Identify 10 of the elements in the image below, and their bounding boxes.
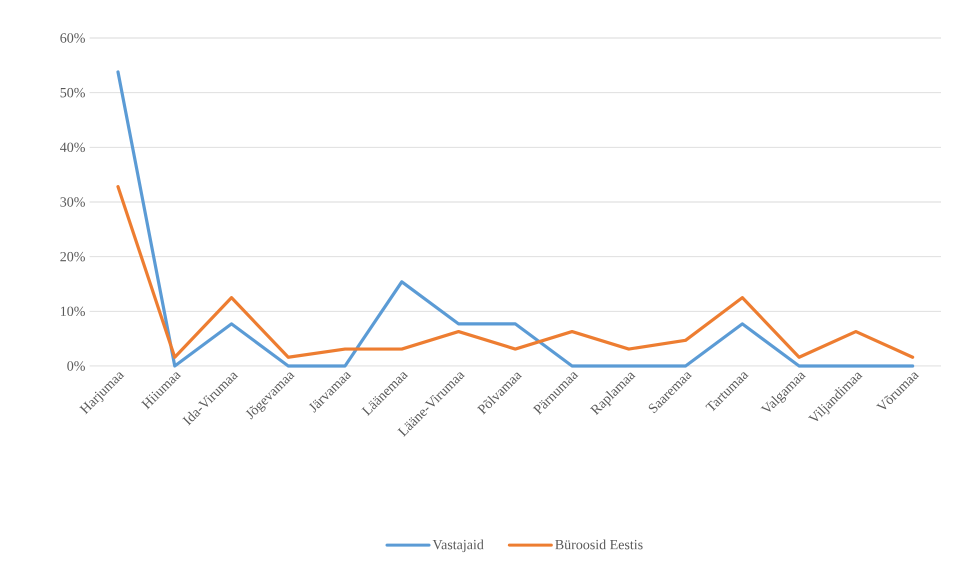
y-tick-label: 10% xyxy=(60,306,85,316)
legend-label: Vastajaid xyxy=(432,539,484,552)
y-tick-label: 20% xyxy=(60,252,85,262)
y-tick-label: 30% xyxy=(60,197,85,207)
y-tick-label: 60% xyxy=(60,33,85,43)
legend-label: Büroosid Eestis xyxy=(555,539,643,550)
y-tick-label: 0% xyxy=(67,361,85,371)
line-series xyxy=(116,185,914,359)
y-tick-label: 40% xyxy=(60,142,85,152)
y-tick-label: 50% xyxy=(60,88,85,98)
